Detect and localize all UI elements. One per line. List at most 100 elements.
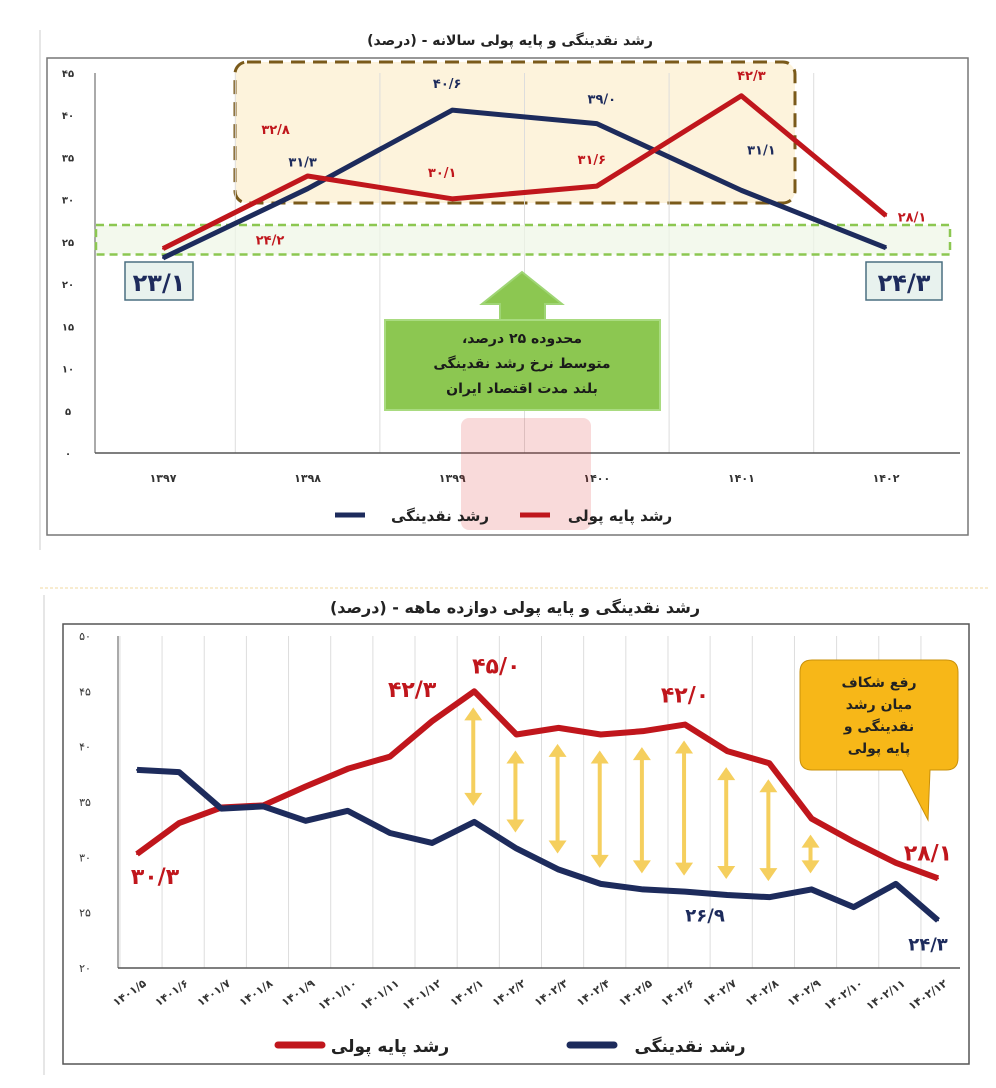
data-point-liquidity [473, 820, 476, 823]
callout-text: پایه پولی [848, 741, 911, 757]
x-tick-label: ۱۴۰۱ [728, 472, 755, 485]
y-tick-label: ۳۰ [62, 196, 74, 207]
data-point-base_money [346, 767, 349, 770]
x-tick-label: ۱۳۹۸ [294, 472, 321, 485]
data-label-base-money: ۲۴/۲ [256, 234, 285, 249]
double-arrow-icon [675, 740, 694, 876]
data-point-liquidity [740, 189, 743, 192]
data-point-liquidity [451, 109, 454, 112]
arrow-head-down [548, 840, 567, 854]
data-point-liquidity [515, 847, 518, 850]
arrow-head-up [801, 834, 820, 848]
data-point-liquidity [346, 809, 349, 812]
data-point-liquidity [937, 919, 939, 922]
arrow-head-down [506, 819, 525, 833]
arrow-head-up [548, 743, 567, 757]
data-point-base_money [304, 785, 307, 788]
series-line-liquidity [161, 107, 887, 261]
data-label-liquidity: ۲۴/۳ [908, 934, 948, 955]
data-point-liquidity [852, 906, 855, 909]
y-tick-label: ۳۵ [79, 796, 91, 809]
y-tick-label: ۵ [65, 407, 71, 418]
twelve-month-growth-chart: رشد نقدینگی و پایه پولی دوازده ماهه - (د… [40, 587, 990, 1075]
data-label-liquidity: ۳۱/۱ [747, 143, 776, 158]
double-arrow-icon [548, 743, 567, 854]
data-label-base_money: ۴۵/۰ [472, 654, 520, 679]
data-point-base_money [641, 730, 644, 733]
data-point-liquidity [557, 868, 560, 871]
gap-callout-box [799, 659, 959, 822]
callout-text: رفع شکاف [841, 675, 916, 691]
arrow-head-up [506, 750, 525, 764]
y-tick-label: ۱۰ [62, 365, 74, 376]
chart-title: رشد نقدینگی و پایه پولی دوازده ماهه - (د… [330, 598, 700, 618]
data-point-base_money [740, 94, 743, 97]
data-label-liquidity: ۲۳/۱ [133, 269, 186, 297]
double-arrow-icon [717, 767, 736, 879]
y-tick-label: ۴۵ [62, 69, 74, 80]
data-label-liquidity: ۳۹/۰ [588, 93, 617, 108]
boxed-label-frame [865, 261, 943, 301]
data-point-liquidity [768, 896, 771, 899]
callout-text: محدوده ۲۵ درصد، [462, 331, 582, 347]
data-point-liquidity [388, 831, 391, 834]
arrow-head-down [759, 868, 778, 882]
double-arrow-icon [632, 747, 651, 874]
y-tick-label: ۲۵ [79, 907, 91, 920]
legend-label-liquidity: رشد نقدینگی [634, 1036, 745, 1057]
data-point-base_money [515, 733, 518, 736]
arrow-head-down [675, 862, 694, 876]
x-tick-label: ۱۳۹۷ [150, 472, 177, 485]
data-point-liquidity [599, 882, 602, 885]
boxed-label-frame [124, 261, 194, 301]
data-label-base-money: ۳۲/۸ [261, 123, 290, 138]
arrow-head-down [801, 860, 820, 874]
callout-text: میان رشد [846, 697, 912, 713]
data-point-base_money [178, 822, 181, 825]
y-tick-label: ۰ [65, 449, 71, 460]
y-tick-label: ۲۰ [62, 280, 74, 291]
data-label-base-money: ۲۸/۱ [898, 211, 927, 226]
data-label-liquidity: ۴۰/۶ [433, 77, 462, 92]
arrow-head-up [464, 707, 483, 721]
data-point-base_money [473, 690, 476, 693]
y-tick-label: ۲۵ [62, 238, 74, 249]
data-point-liquidity [726, 893, 729, 896]
legend-label-base-money: رشد پایه پولی [331, 1037, 449, 1057]
arrow-head-down [590, 854, 609, 868]
arrow-head-up [675, 740, 694, 754]
data-label-liquidity: ۲۶/۹ [685, 906, 725, 927]
average-callout-box [384, 319, 661, 411]
data-point-base_money [894, 861, 897, 864]
series-line-liquidity [136, 766, 940, 923]
arrow-head-up [632, 747, 651, 761]
data-point-base_money [451, 197, 454, 200]
data-label-base_money: ۲۸/۱ [904, 841, 952, 866]
data-label-base_money: ۴۲/۳ [388, 678, 437, 703]
arrow-head-up [590, 750, 609, 764]
data-point-liquidity [162, 256, 164, 259]
data-point-liquidity [641, 888, 644, 891]
data-label-liquidity: ۲۴/۳ [878, 269, 931, 297]
data-point-base_money [937, 877, 939, 880]
data-point-liquidity [684, 890, 687, 893]
average-band [94, 223, 952, 256]
y-tick-label: ۳۵ [62, 153, 74, 164]
y-tick-label: ۵۰ [79, 630, 91, 643]
legend-label-liquidity: رشد نقدینگی [391, 507, 489, 525]
data-point-liquidity [262, 805, 265, 808]
callout-text: بلند مدت اقتصاد ایران [446, 381, 598, 397]
data-point-base_money [306, 175, 309, 178]
double-arrow-icon [759, 779, 778, 882]
y-tick-label: ۴۰ [79, 741, 91, 754]
y-tick-label: ۴۰ [62, 111, 74, 122]
arrow-head-up [759, 779, 778, 793]
data-point-base_money [595, 185, 598, 188]
data-point-base_money [726, 750, 729, 753]
data-point-base_money [852, 840, 855, 843]
double-arrow-icon [590, 750, 609, 868]
data-point-liquidity [885, 246, 887, 249]
data-label-base_money: ۴۲/۰ [661, 684, 709, 709]
y-tick-label: ۱۵ [62, 322, 74, 333]
series-line-base_money [161, 93, 888, 251]
